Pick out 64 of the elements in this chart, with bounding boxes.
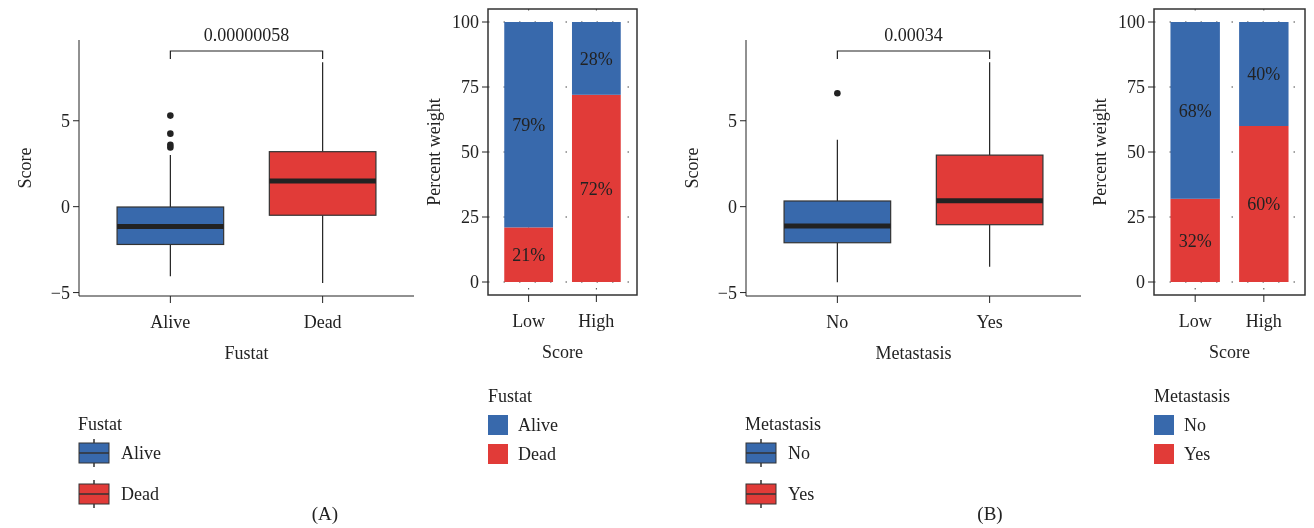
y-tick-label: 100 bbox=[1118, 12, 1145, 33]
y-axis-title: Score bbox=[682, 147, 702, 189]
x-axis-title: Score bbox=[1209, 342, 1250, 362]
bar bbox=[571, 22, 621, 95]
x-tick-label: High bbox=[1245, 311, 1282, 331]
text: (B) bbox=[977, 503, 1003, 525]
x-tick-label: Low bbox=[1178, 311, 1212, 331]
legend-title: Fustat bbox=[488, 386, 533, 406]
y-tick-label: 0 bbox=[470, 272, 479, 293]
legend-label: No bbox=[1184, 415, 1206, 436]
y-tick-label: 75 bbox=[1127, 77, 1145, 98]
data-label: 21% bbox=[512, 245, 546, 265]
y-tick-label: 25 bbox=[1127, 207, 1145, 228]
y-axis-title: Score bbox=[15, 147, 35, 189]
data-label: 68% bbox=[1178, 100, 1212, 121]
y-tick-label: 0 bbox=[728, 196, 737, 217]
legend-label: Yes bbox=[1184, 444, 1211, 465]
y-tick-label: 0 bbox=[1136, 272, 1145, 293]
legend-title: Fustat bbox=[78, 414, 123, 434]
x-tick-label: Alive bbox=[150, 312, 191, 332]
y-tick-label: −5 bbox=[50, 282, 70, 303]
legend-label: Alive bbox=[121, 443, 161, 464]
legend-label: Yes bbox=[788, 484, 815, 505]
bar bbox=[1170, 198, 1220, 282]
bar bbox=[504, 227, 554, 282]
x-tick-label: Low bbox=[512, 311, 546, 331]
data-label: 28% bbox=[579, 48, 613, 69]
data-label: 40% bbox=[1247, 64, 1281, 85]
data-label: 72% bbox=[579, 178, 613, 199]
x-tick-label: Dead bbox=[303, 312, 342, 332]
y-tick-label: 50 bbox=[1127, 142, 1145, 163]
annotation: 0.00000058 bbox=[203, 25, 290, 45]
x-axis-title: Metastasis bbox=[875, 343, 952, 363]
data-label: 32% bbox=[1178, 230, 1212, 251]
legend-title: Metastasis bbox=[745, 414, 821, 434]
legend-label: No bbox=[788, 443, 810, 464]
text: (A) bbox=[311, 503, 339, 525]
x-axis-title: Score bbox=[542, 342, 583, 362]
legend-label: Dead bbox=[518, 444, 556, 465]
data-label: 60% bbox=[1247, 194, 1281, 215]
bar bbox=[1239, 22, 1289, 126]
y-tick-label: 50 bbox=[461, 142, 479, 163]
y-axis-title: Percent weight bbox=[424, 98, 444, 206]
y-tick-label: −5 bbox=[717, 282, 737, 303]
y-tick-label: 100 bbox=[452, 12, 479, 33]
data-label: 79% bbox=[512, 115, 546, 135]
y-tick-label: 0 bbox=[61, 196, 70, 217]
x-tick-label: High bbox=[578, 311, 615, 331]
y-tick-label: 5 bbox=[728, 111, 737, 132]
x-tick-label: No bbox=[826, 312, 849, 332]
bar bbox=[504, 22, 554, 228]
x-axis-title: Fustat bbox=[224, 343, 269, 363]
bar bbox=[571, 94, 621, 282]
y-tick-label: 75 bbox=[461, 77, 479, 98]
annotation: 0.00034 bbox=[884, 25, 943, 45]
y-axis-title: Percent weight bbox=[1090, 98, 1110, 206]
bar bbox=[1170, 22, 1220, 199]
legend-title: Metastasis bbox=[1154, 386, 1230, 406]
y-tick-label: 5 bbox=[61, 111, 70, 132]
legend-label: Alive bbox=[518, 415, 558, 436]
legend-label: Dead bbox=[121, 484, 159, 505]
x-tick-label: Yes bbox=[976, 312, 1003, 332]
y-tick-label: 25 bbox=[461, 207, 479, 228]
bar bbox=[1239, 126, 1289, 282]
